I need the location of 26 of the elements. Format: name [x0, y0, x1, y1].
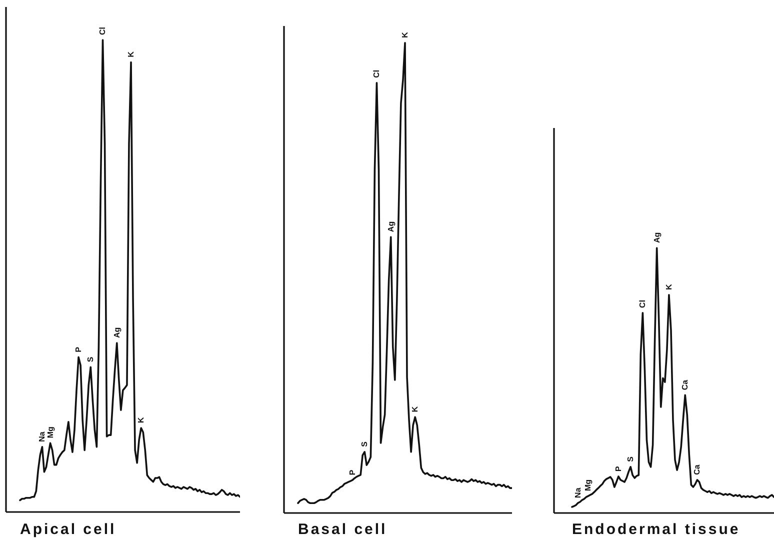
annotation: Mg: [584, 479, 593, 492]
annotation: S: [626, 456, 636, 462]
annotation: P: [74, 346, 84, 352]
x-axis-title: Apical cell: [20, 521, 116, 538]
annotation: Ca: [692, 464, 702, 475]
annotation: Ca: [680, 379, 690, 390]
annotation: K: [664, 284, 674, 290]
annotation: Ag: [386, 221, 396, 232]
annotation: K: [400, 32, 410, 38]
annotation: S: [360, 440, 370, 447]
annotation: P: [614, 465, 623, 472]
annotation: S: [86, 356, 96, 362]
annotation: Cl: [372, 70, 382, 78]
annotation: Cl: [638, 300, 648, 308]
annotation: Na: [574, 487, 583, 498]
annotation: K: [136, 416, 146, 423]
x-axis-title: Endodermal tissue: [572, 521, 740, 538]
annotation: K: [126, 51, 136, 58]
annotation: Cl: [98, 27, 108, 36]
annotation: K: [410, 406, 420, 412]
x-axis-title: Basal cell: [298, 521, 388, 538]
annotation: Na: [38, 431, 47, 442]
annotation: Mg: [46, 426, 55, 438]
annotation: Ag: [112, 327, 122, 338]
annotation: P: [348, 469, 358, 476]
annotation: Ag: [652, 232, 662, 244]
